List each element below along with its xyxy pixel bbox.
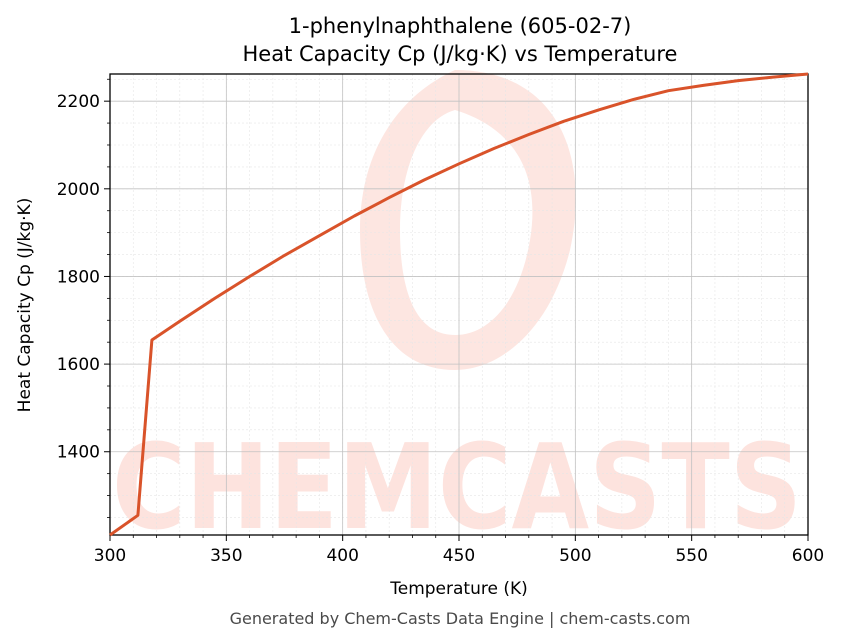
y-tick-label: 1800 — [57, 267, 100, 287]
footer-credit: Generated by Chem-Casts Data Engine | ch… — [230, 609, 691, 628]
series-line — [109, 72, 809, 537]
x-tick-label: 450 — [443, 546, 475, 566]
x-axis-label: Temperature (K) — [389, 579, 528, 599]
x-tick-label: 500 — [559, 546, 591, 566]
watermark-swirl-icon — [360, 70, 576, 370]
x-tick-label: 550 — [675, 546, 707, 566]
x-tick-label: 350 — [210, 546, 242, 566]
chart-subtitle: Heat Capacity Cp (J/kg·K) vs Temperature — [243, 42, 678, 66]
y-tick-label: 2000 — [57, 180, 100, 200]
watermark: CHEMCASTS — [112, 70, 802, 556]
y-tick-label: 1400 — [57, 443, 100, 463]
x-tick-label: 400 — [326, 546, 358, 566]
x-axis-ticks: 300 350 400 450 500 550 600 — [94, 535, 824, 566]
y-tick-label: 1600 — [57, 355, 100, 375]
x-tick-label: 600 — [792, 546, 824, 566]
y-axis-label: Heat Capacity Cp (J/kg·K) — [15, 198, 35, 413]
watermark-text: CHEMCASTS — [112, 418, 802, 556]
y-tick-label: 2200 — [57, 92, 100, 112]
chart-title: 1-phenylnaphthalene (605-02-7) — [289, 14, 632, 38]
y-axis-ticks: 1400 1600 1800 2000 2200 — [57, 78, 110, 518]
x-tick-label: 300 — [94, 546, 126, 566]
